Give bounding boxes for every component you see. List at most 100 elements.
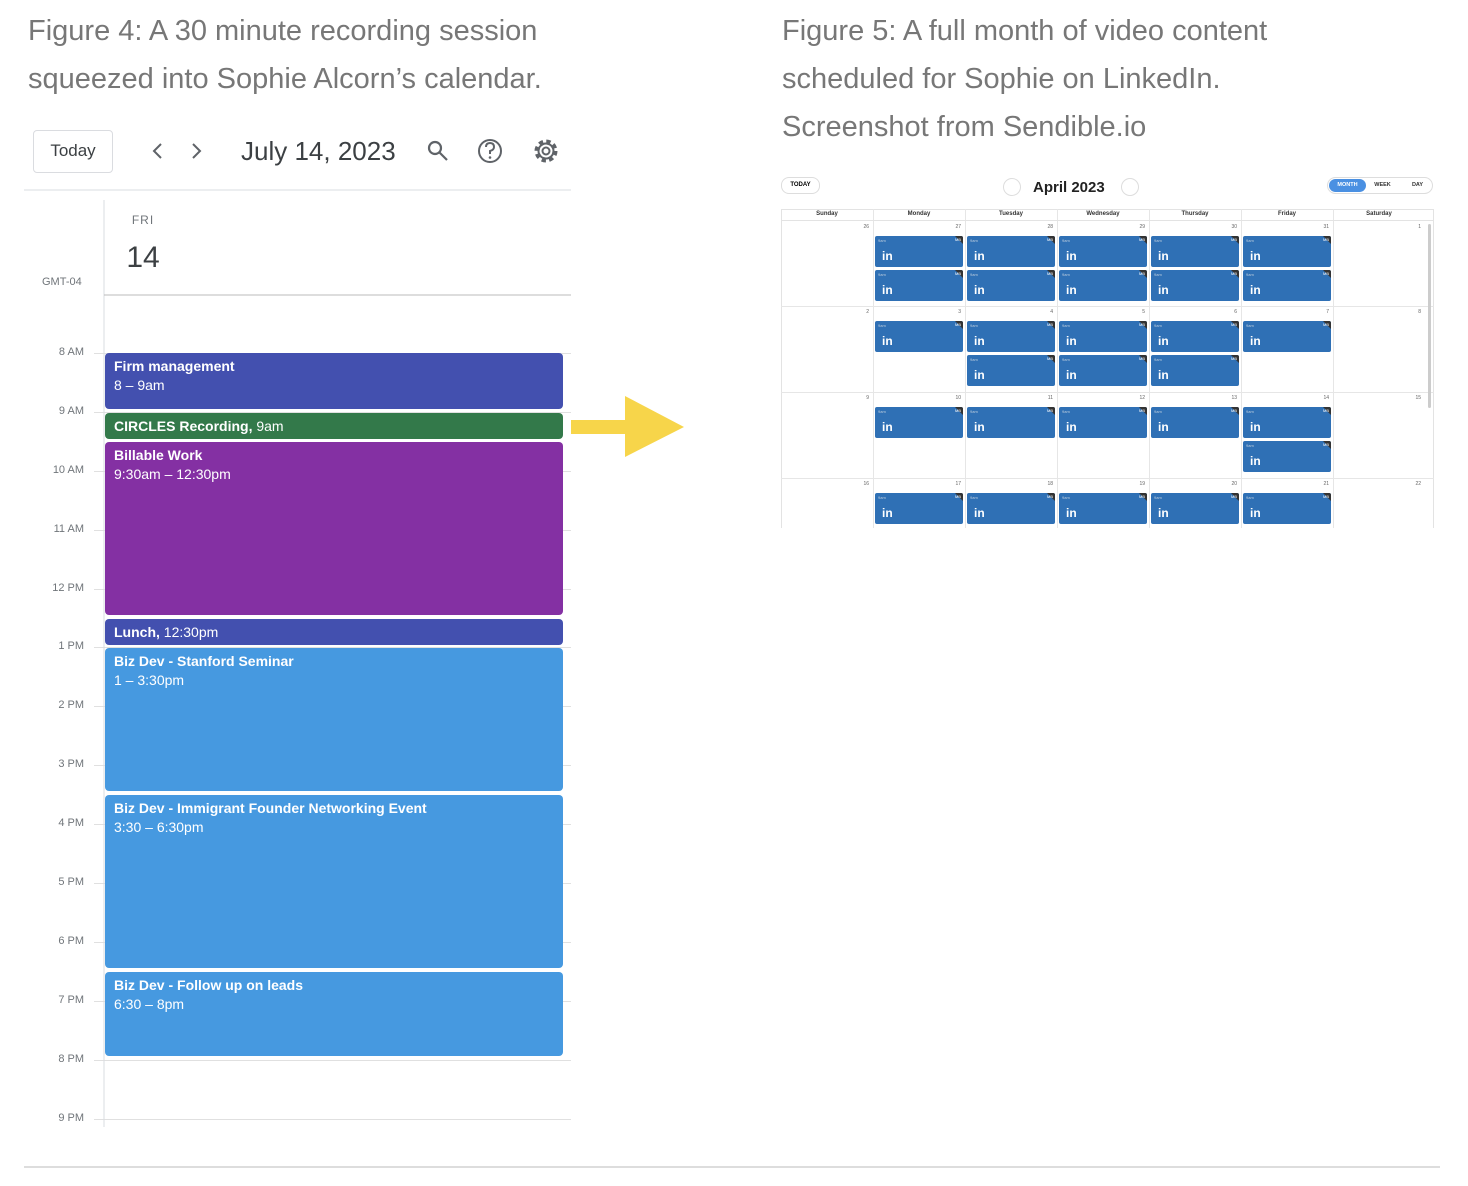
column-line — [1149, 209, 1150, 528]
weekday-header: Tuesday — [999, 211, 1023, 217]
hour-line — [94, 411, 571, 413]
event[interactable]: Biz Dev - Immigrant Founder Networking E… — [105, 795, 563, 968]
day-number: 12 — [1139, 395, 1145, 401]
hour-label: 11 AM — [53, 522, 84, 535]
post-author: MB — [1323, 271, 1329, 276]
weekday-header: Saturday — [1366, 211, 1392, 217]
caption: Figure 5: A full month of video content … — [782, 15, 1268, 143]
post-author: MB — [1323, 322, 1329, 327]
post-author: MB — [1139, 237, 1145, 242]
event-time: 9am — [256, 418, 284, 434]
view-button[interactable]: DAY — [1411, 182, 1424, 188]
post[interactable]: 9am MB in — [1151, 236, 1239, 267]
post[interactable]: 9am MB in — [1243, 493, 1331, 524]
post-network: in — [882, 249, 893, 263]
post-time: 9am — [1246, 272, 1254, 277]
event[interactable]: Firm management 8 – 9am — [105, 353, 563, 409]
today-button[interactable]: TODAY — [781, 177, 820, 194]
post-corner — [1139, 355, 1147, 363]
event[interactable]: Biz Dev - Stanford Seminar 1 – 3:30pm — [105, 648, 563, 791]
post-author: MB — [1139, 322, 1145, 327]
post-author: MB — [1139, 408, 1145, 413]
post[interactable]: 9am MB in — [1059, 236, 1147, 267]
event[interactable]: Billable Work 9:30am – 12:30pm — [105, 442, 563, 615]
post-author: MB — [955, 322, 961, 327]
post-network: in — [1158, 368, 1169, 382]
today-button[interactable]: Today — [33, 130, 113, 173]
post-author: MB — [1231, 271, 1237, 276]
prev-button[interactable] — [1003, 178, 1021, 196]
post[interactable]: 9am MB in — [1243, 407, 1331, 438]
view-button[interactable]: MONTH — [1329, 179, 1366, 192]
post-time: 9am — [1062, 238, 1070, 243]
post[interactable]: 9am MB in — [967, 493, 1055, 524]
post-time: 9am — [970, 495, 978, 500]
arrow — [571, 396, 684, 457]
post-time: 9am — [1062, 323, 1070, 328]
post-network: in — [1158, 506, 1169, 520]
day-number: 21 — [1323, 481, 1329, 487]
post-time: 9am — [1154, 323, 1162, 328]
day-number: 4 — [1050, 309, 1053, 315]
next-button[interactable] — [1121, 178, 1139, 196]
post[interactable]: 9am MB in — [1059, 493, 1147, 524]
post-author: MB — [1139, 356, 1145, 361]
day-number: 19 — [1139, 481, 1145, 487]
column-line — [873, 209, 874, 528]
post[interactable]: 9am MB in — [1151, 407, 1239, 438]
post[interactable]: 9am MB in — [875, 493, 963, 524]
weekday-header: Sunday — [816, 211, 838, 217]
post[interactable]: 9am MB in — [1059, 321, 1147, 352]
hour-label: 8 AM — [58, 345, 84, 358]
post[interactable]: 9am MB in — [967, 321, 1055, 352]
column-line — [965, 209, 966, 528]
post[interactable]: 9am MB in — [967, 407, 1055, 438]
post-author: MB — [1323, 237, 1329, 242]
post-author: MB — [1231, 237, 1237, 242]
post[interactable]: 9am MB in — [1059, 270, 1147, 301]
weekday-header: Monday — [907, 211, 931, 217]
day-number: 8 — [1418, 309, 1421, 315]
post[interactable]: 9am MB in — [1151, 355, 1239, 386]
post[interactable]: 9am MB in — [1243, 441, 1331, 472]
post[interactable]: 9am MB in — [875, 407, 963, 438]
event[interactable]: CIRCLES Recording, 9am — [105, 413, 563, 439]
post[interactable]: 9am MB in — [1151, 270, 1239, 301]
day-number: 18 — [1047, 481, 1053, 487]
post[interactable]: 9am MB in — [875, 321, 963, 352]
event[interactable]: Biz Dev - Follow up on leads 6:30 – 8pm — [105, 972, 563, 1056]
post-corner — [1231, 493, 1239, 501]
post-corner — [1047, 236, 1055, 244]
post[interactable]: 9am MB in — [875, 236, 963, 267]
post[interactable]: 9am MB in — [1243, 270, 1331, 301]
hour-label: 2 PM — [58, 699, 84, 712]
post[interactable]: 9am MB in — [875, 270, 963, 301]
post-corner — [1047, 407, 1055, 415]
hour-label: 4 PM — [58, 817, 84, 830]
post[interactable]: 9am MB in — [967, 236, 1055, 267]
post[interactable]: 9am MB in — [967, 355, 1055, 386]
prev-arrow — [152, 143, 162, 159]
post-corner — [1139, 270, 1147, 278]
post[interactable]: 9am MB in — [1059, 407, 1147, 438]
post-corner — [1047, 493, 1055, 501]
post-network: in — [1250, 420, 1261, 434]
post[interactable]: 9am MB in — [1059, 355, 1147, 386]
post[interactable]: 9am MB in — [1243, 321, 1331, 352]
post[interactable]: 9am MB in — [1151, 321, 1239, 352]
post-author: MB — [1323, 494, 1329, 499]
post-author: MB — [1323, 408, 1329, 413]
post-time: 9am — [1246, 409, 1254, 414]
event[interactable]: Lunch, 12:30pm — [105, 619, 563, 645]
post-corner — [955, 321, 963, 329]
post-corner — [955, 236, 963, 244]
post-corner — [955, 407, 963, 415]
post[interactable]: 9am MB in — [967, 270, 1055, 301]
post-time: 9am — [970, 409, 978, 414]
day-number: 31 — [1323, 224, 1329, 230]
post[interactable]: 9am MB in — [1243, 236, 1331, 267]
view-button[interactable]: WEEK — [1374, 182, 1391, 188]
post-network: in — [882, 334, 893, 348]
post[interactable]: 9am MB in — [1151, 493, 1239, 524]
